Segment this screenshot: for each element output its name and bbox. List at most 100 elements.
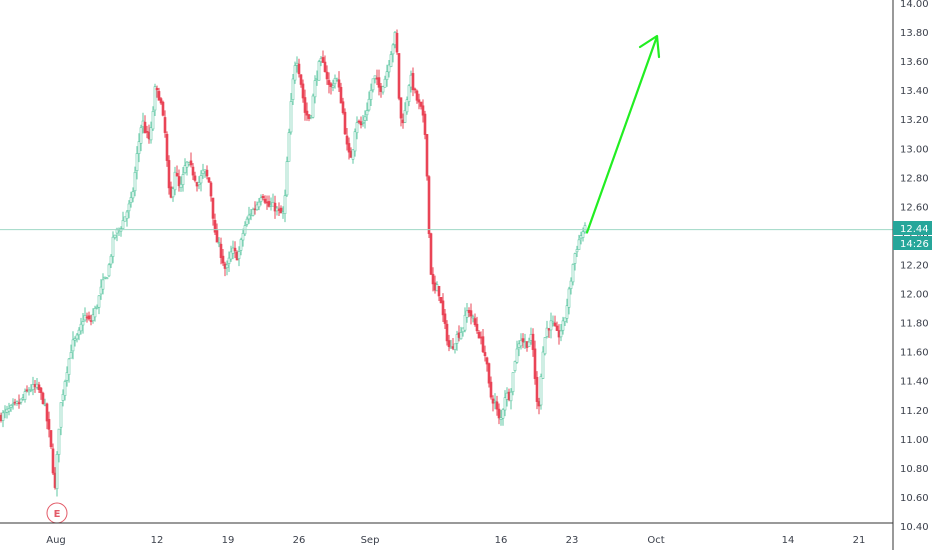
candle-body	[323, 61, 327, 73]
price-badge-bg	[893, 221, 932, 235]
candle-body	[251, 209, 255, 216]
y-tick-label: 10.40	[900, 522, 929, 533]
candle-body	[397, 53, 401, 99]
earnings-marker[interactable]: E	[46, 502, 68, 524]
candle-body	[427, 176, 431, 235]
y-tick-label: 11.00	[900, 435, 929, 446]
candle-body	[459, 332, 463, 340]
candle-body	[225, 264, 229, 269]
candle-body	[575, 249, 579, 253]
candle-body	[73, 338, 77, 341]
candle-body	[39, 387, 43, 393]
candle-body	[583, 225, 587, 233]
candle-body	[159, 98, 163, 104]
candle-body	[285, 161, 289, 196]
candle-body	[387, 64, 391, 73]
candle-body	[211, 197, 215, 219]
candle-body	[291, 78, 295, 100]
price-badge: 12.44	[893, 221, 932, 235]
candle-body	[95, 306, 99, 309]
candle-body	[163, 117, 167, 133]
candle-body	[137, 141, 141, 154]
candle-body	[553, 322, 557, 326]
candle-body	[55, 454, 59, 490]
candle-body	[83, 315, 87, 321]
candle-body	[391, 44, 395, 55]
candle-body	[325, 71, 329, 80]
candle-body	[115, 228, 119, 234]
candle-body	[41, 392, 45, 405]
candle-body	[207, 177, 211, 183]
candle-body	[443, 313, 447, 324]
candle-body	[107, 264, 111, 277]
candle-body	[229, 251, 233, 260]
y-tick-label: 13.00	[900, 144, 929, 155]
y-tick-label: 12.20	[900, 261, 929, 272]
x-tick-label: Oct	[647, 535, 664, 546]
y-tick-label: 11.60	[900, 348, 929, 359]
y-tick-label: 14.00	[900, 0, 929, 10]
candle-body	[551, 321, 555, 324]
candle-body	[399, 97, 403, 119]
candle-body	[79, 323, 83, 332]
candle-body	[133, 172, 137, 192]
candle-body	[425, 134, 429, 177]
candle-body	[303, 97, 307, 113]
candle-body	[103, 276, 107, 279]
candle-body	[29, 389, 33, 391]
candle-body	[69, 352, 73, 359]
candle-body	[463, 314, 467, 331]
candle-body	[351, 149, 355, 160]
candle-body	[477, 331, 481, 339]
candle-body	[63, 381, 67, 396]
candle-body	[161, 101, 165, 116]
x-tick-label: 16	[495, 535, 508, 546]
y-axis-ticks: 10.40 10.60 10.80 11.00 11.20 11.40 11.60 11.80…	[900, 0, 929, 533]
candle-body	[363, 116, 367, 121]
candle-body	[23, 391, 27, 400]
candle-body	[47, 419, 51, 430]
candle-body	[527, 341, 531, 347]
candle-body	[5, 408, 9, 413]
candle-body	[87, 315, 91, 320]
candle-body	[437, 286, 441, 297]
candle-body	[197, 182, 201, 186]
candle-body	[61, 394, 65, 401]
candle-body	[573, 253, 577, 264]
candle-body	[439, 296, 443, 304]
candle-body	[453, 343, 457, 350]
candle-body	[377, 77, 381, 88]
candle-body	[81, 321, 85, 326]
candle-body	[237, 251, 241, 259]
x-tick-label: Aug	[46, 535, 66, 546]
candle-body	[465, 310, 469, 318]
price-badge-text: 12.44	[900, 224, 929, 235]
x-tick-label: 14	[782, 535, 795, 546]
x-axis-ticks: Aug 12 19 26 Sep 16 23 Oct 14 21	[46, 535, 865, 546]
candle-body	[475, 323, 479, 332]
candle-body	[189, 160, 193, 166]
candle-body	[417, 99, 421, 103]
candle-body	[327, 80, 331, 85]
y-tick-label: 10.60	[900, 493, 929, 504]
candle-body	[9, 405, 13, 408]
candle-body	[97, 295, 101, 308]
candle-body	[447, 340, 451, 347]
candle-body	[519, 340, 523, 347]
candle-body	[85, 316, 89, 319]
candle-body	[59, 402, 63, 428]
candle-body	[545, 327, 549, 337]
candle-body	[129, 197, 133, 203]
candle-body	[289, 101, 293, 133]
candle-body	[329, 83, 333, 88]
candle-body	[105, 277, 109, 280]
candle-body	[1, 412, 5, 421]
candle-body	[203, 169, 207, 172]
candle-body	[317, 61, 321, 81]
candle-body	[383, 78, 387, 88]
candle-body	[209, 182, 213, 197]
candle-body	[407, 85, 411, 102]
candle-body	[93, 308, 97, 318]
candle-body	[195, 182, 199, 187]
candle-body	[489, 381, 493, 398]
